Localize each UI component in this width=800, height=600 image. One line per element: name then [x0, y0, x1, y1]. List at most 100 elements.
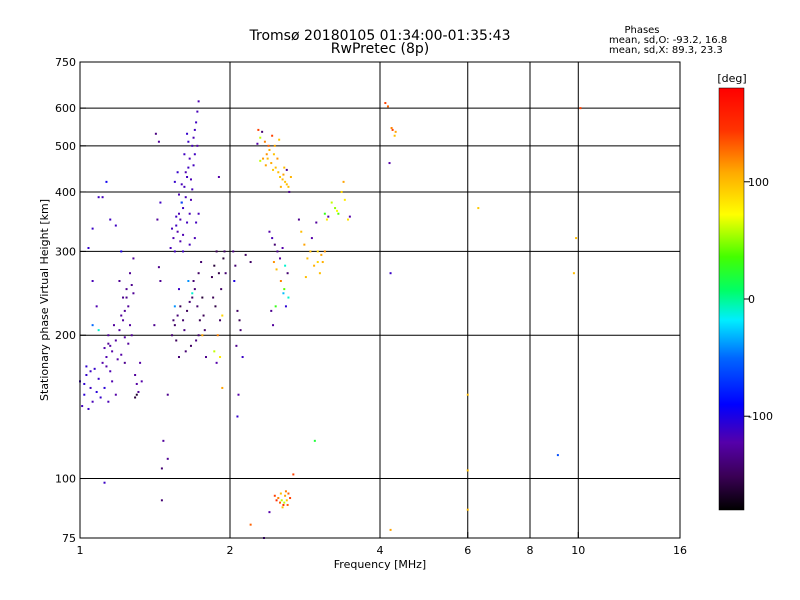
- plot-points: [79, 100, 582, 539]
- data-point: [130, 284, 133, 287]
- data-point: [186, 309, 189, 312]
- data-point: [195, 221, 198, 224]
- data-point: [318, 272, 321, 275]
- data-point: [160, 499, 163, 502]
- data-point: [279, 492, 282, 495]
- data-point: [129, 272, 132, 275]
- data-point: [196, 110, 199, 113]
- data-point: [212, 296, 215, 299]
- data-point: [179, 305, 182, 308]
- data-point: [285, 183, 288, 186]
- data-point: [153, 324, 156, 327]
- stats-heading: Phases: [624, 25, 659, 36]
- colorbar: [deg] 100 0 -100: [717, 72, 773, 511]
- data-point: [120, 353, 123, 356]
- data-point: [262, 157, 265, 160]
- x-tick-label: 16: [673, 544, 687, 557]
- data-point: [134, 396, 137, 399]
- data-point: [85, 365, 88, 368]
- data-point: [101, 361, 104, 364]
- x-tick-label: 10: [571, 544, 585, 557]
- data-point: [182, 250, 185, 253]
- data-point: [282, 503, 285, 506]
- data-point: [270, 162, 273, 165]
- data-point: [172, 237, 175, 240]
- data-point: [264, 164, 267, 167]
- y-tick-label: 75: [62, 532, 76, 545]
- data-point: [271, 237, 274, 240]
- data-point: [189, 198, 192, 201]
- data-point: [304, 276, 307, 279]
- data-point: [195, 121, 198, 124]
- data-point: [289, 497, 292, 500]
- data-point: [157, 140, 160, 143]
- data-point: [572, 272, 575, 275]
- data-point: [394, 130, 397, 133]
- data-point: [556, 454, 559, 457]
- data-point: [166, 393, 169, 396]
- data-point: [277, 171, 280, 174]
- data-point: [223, 250, 226, 253]
- data-point: [268, 230, 271, 233]
- data-point: [188, 300, 191, 303]
- data-point: [316, 261, 319, 264]
- data-point: [325, 218, 328, 221]
- data-point: [91, 324, 94, 327]
- data-point: [273, 243, 276, 246]
- x-tick-label: 2: [227, 544, 234, 557]
- data-point: [272, 261, 275, 264]
- data-point: [323, 212, 326, 215]
- data-point: [222, 257, 225, 260]
- x-tick-label: 8: [527, 544, 534, 557]
- data-point: [196, 144, 199, 147]
- data-point: [103, 386, 106, 389]
- data-point: [303, 243, 306, 246]
- data-point: [162, 439, 165, 442]
- data-point: [279, 280, 282, 283]
- data-point: [327, 215, 330, 218]
- data-point: [132, 292, 135, 295]
- data-point: [112, 324, 115, 327]
- data-point: [191, 296, 194, 299]
- data-point: [306, 257, 309, 260]
- data-point: [204, 356, 207, 359]
- data-point: [272, 168, 275, 171]
- data-point: [288, 190, 291, 193]
- data-point: [221, 386, 224, 389]
- data-point: [389, 528, 392, 531]
- data-point: [197, 272, 200, 275]
- data-point: [184, 171, 187, 174]
- data-point: [189, 178, 192, 181]
- data-point: [283, 501, 286, 504]
- data-point: [95, 305, 98, 308]
- data-point: [241, 356, 244, 359]
- data-point: [224, 272, 227, 275]
- data-point: [263, 140, 266, 143]
- data-point: [171, 227, 174, 230]
- data-point: [123, 309, 126, 312]
- data-point: [272, 324, 275, 327]
- data-point: [183, 153, 186, 156]
- y-tick-label: 300: [55, 245, 76, 258]
- data-point: [156, 218, 159, 221]
- data-point: [284, 305, 287, 308]
- data-point: [236, 309, 239, 312]
- data-point: [280, 499, 283, 502]
- data-point: [281, 178, 284, 181]
- data-point: [139, 361, 142, 364]
- data-point: [93, 367, 96, 370]
- data-point: [182, 233, 185, 236]
- data-point: [87, 407, 90, 410]
- data-point: [275, 499, 278, 502]
- data-point: [120, 314, 123, 317]
- data-point: [201, 296, 204, 299]
- data-point: [315, 221, 318, 224]
- data-point: [281, 506, 284, 509]
- data-point: [282, 173, 285, 176]
- data-point: [579, 107, 582, 110]
- data-point: [268, 148, 271, 151]
- data-point: [154, 132, 157, 135]
- data-point: [180, 183, 183, 186]
- x-tick-label: 6: [464, 544, 471, 557]
